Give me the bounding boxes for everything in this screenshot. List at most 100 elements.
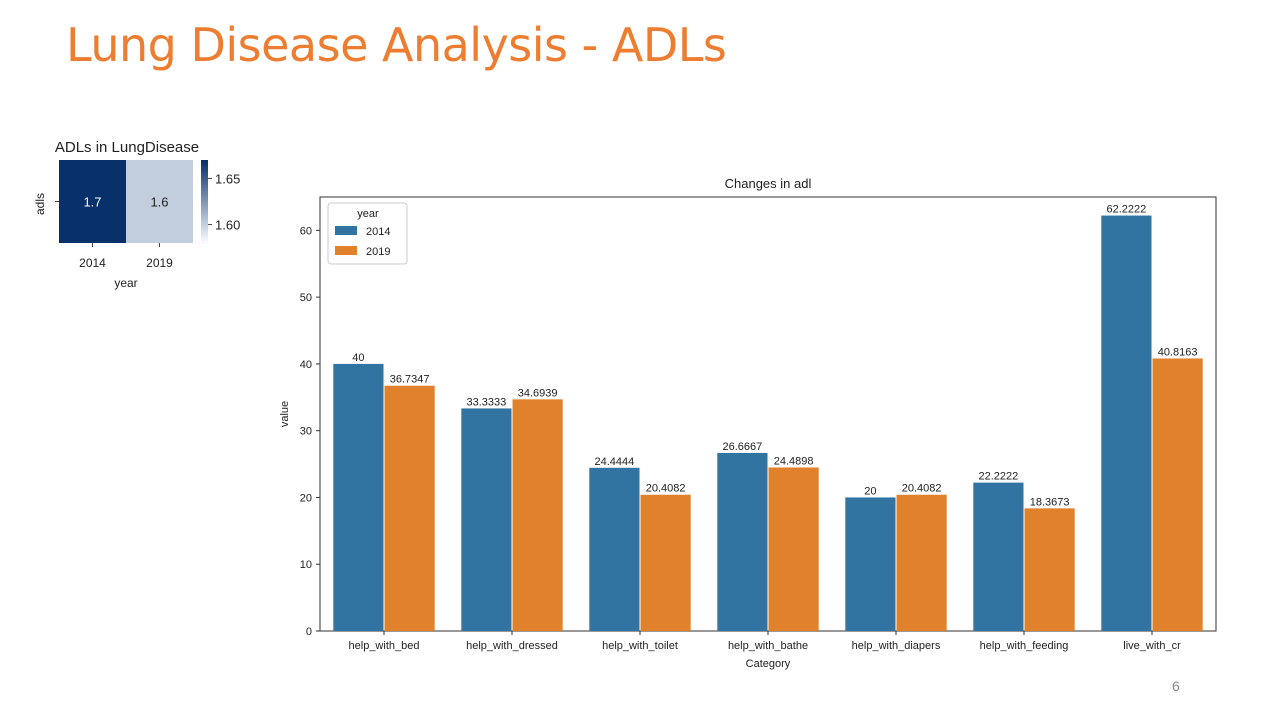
colorbar-segment — [201, 184, 208, 188]
colorbar-segment — [201, 222, 208, 225]
colorbar-segment — [201, 230, 208, 234]
colorbar-segment — [201, 168, 208, 171]
colorbar-tick-label: 1.60 — [215, 218, 240, 233]
colorbar-segment — [201, 224, 208, 227]
colorbar-segment — [201, 178, 208, 182]
bar-data-label: 36.7347 — [390, 374, 430, 386]
page-number: 6 — [1172, 678, 1180, 694]
colorbar-segment — [201, 182, 208, 186]
legend-swatch-2019 — [335, 246, 357, 255]
bar-2019-help_with_diapers — [896, 494, 947, 631]
colorbar-segment — [201, 213, 208, 217]
heatmap-x-tick-label: 2014 — [79, 256, 106, 270]
heatmap-ylabel: adls — [33, 193, 47, 215]
bar-2014-live_with_cr — [1101, 215, 1152, 631]
bar-y-tick-label: 30 — [300, 426, 312, 438]
heatmap-cell-2014 — [59, 160, 126, 243]
bar-2019-live_with_cr — [1152, 358, 1203, 631]
bar-2019-help_with_bed — [384, 385, 435, 631]
colorbar-segment — [201, 193, 208, 196]
colorbar-tick-label: 1.65 — [215, 171, 240, 186]
bar-data-label: 26.6667 — [723, 441, 763, 453]
bar-y-tick-label: 40 — [300, 359, 312, 371]
bar-2019-help_with_bathe — [768, 467, 819, 631]
bar-data-label: 18.3673 — [1030, 496, 1070, 508]
colorbar-segment — [201, 199, 208, 203]
bar-data-label: 40 — [352, 352, 364, 364]
colorbar-segment — [201, 211, 208, 215]
bar-data-label: 40.8163 — [1158, 346, 1198, 358]
colorbar-segment — [201, 238, 208, 242]
bar-x-tick-label: live_with_cr — [1123, 640, 1181, 652]
colorbar-segment — [201, 195, 208, 198]
colorbar-segment — [201, 162, 208, 165]
bar-2014-help_with_dressed — [461, 408, 512, 631]
bar-x-tick-label: help_with_dressed — [466, 640, 558, 652]
bar-x-tick-label: help_with_diapers — [852, 640, 941, 652]
colorbar-segment — [201, 240, 208, 244]
heatmap-xlabel: year — [114, 276, 137, 290]
colorbar-segment — [201, 201, 208, 205]
legend-label-2019: 2019 — [366, 246, 390, 258]
slide-title: Lung Disease Analysis - ADLs — [66, 18, 727, 72]
colorbar-segment — [201, 205, 208, 209]
colorbar-segment — [201, 174, 208, 178]
heatmap-title: ADLs in LungDisease — [55, 139, 199, 156]
colorbar-segment — [201, 228, 208, 232]
colorbar-segment — [201, 216, 208, 219]
bar-x-tick-label: help_with_bed — [349, 640, 420, 652]
bar-data-label: 20.4082 — [902, 483, 942, 495]
bar-2014-help_with_bathe — [717, 452, 768, 631]
heatmap-x-tick-label: 2019 — [146, 256, 173, 270]
colorbar-segment — [201, 226, 208, 230]
bar-data-label: 20.4082 — [646, 483, 686, 495]
bar-data-label: 24.4898 — [774, 455, 814, 467]
bar-y-tick-label: 10 — [300, 559, 312, 571]
colorbar-segment — [201, 189, 208, 192]
legend-swatch-2014 — [335, 226, 357, 235]
bar-data-label: 62.2222 — [1107, 204, 1147, 216]
bar-2014-help_with_feeding — [973, 482, 1024, 631]
colorbar-segment — [201, 170, 208, 174]
bar-plot-frame — [319, 196, 1217, 632]
bar-chart-title: Changes in adl — [725, 176, 812, 191]
colorbar-segment — [201, 234, 208, 238]
bar-y-tick-label: 50 — [300, 292, 312, 304]
colorbar-segment — [201, 180, 208, 184]
colorbar-segment — [201, 232, 208, 236]
bar-x-tick-label: help_with_toilet — [602, 640, 678, 652]
colorbar-segment — [201, 203, 208, 207]
colorbar-segment — [201, 197, 208, 201]
colorbar-segment — [201, 220, 208, 223]
bar-2014-help_with_diapers — [845, 497, 896, 631]
bar-x-tick-label: help_with_feeding — [980, 640, 1069, 652]
bar-2019-help_with_toilet — [640, 494, 691, 631]
colorbar-segment — [201, 172, 208, 176]
bar-2019-help_with_dressed — [512, 399, 563, 631]
heatmap-cell-2019 — [126, 160, 193, 243]
bar-chart-ylabel: value — [279, 401, 291, 427]
heatmap-cell-label: 1.7 — [83, 195, 101, 210]
bar-x-tick-label: help_with_bathe — [728, 640, 808, 652]
colorbar-segment — [201, 218, 208, 221]
legend-label-2014: 2014 — [366, 226, 390, 238]
bar-data-label: 22.2222 — [979, 471, 1019, 483]
colorbar-segment — [201, 209, 208, 213]
colorbar-segment — [201, 176, 208, 180]
bar-2019-help_with_feeding — [1024, 508, 1075, 631]
colorbar-segment — [201, 186, 208, 190]
bar-y-tick-label: 20 — [300, 492, 312, 504]
bar-y-tick-label: 60 — [300, 225, 312, 237]
heatmap-cell-label: 1.6 — [150, 195, 168, 210]
colorbar-segment — [201, 160, 208, 163]
bar-data-label: 20 — [864, 485, 876, 497]
colorbar-segment — [201, 207, 208, 211]
colorbar-segment — [201, 164, 208, 167]
bar-2014-help_with_bed — [333, 363, 384, 631]
colorbar-segment — [201, 166, 208, 169]
colorbar-segment — [201, 236, 208, 240]
bar-data-label: 34.6939 — [518, 387, 558, 399]
legend-title: year — [357, 208, 379, 220]
